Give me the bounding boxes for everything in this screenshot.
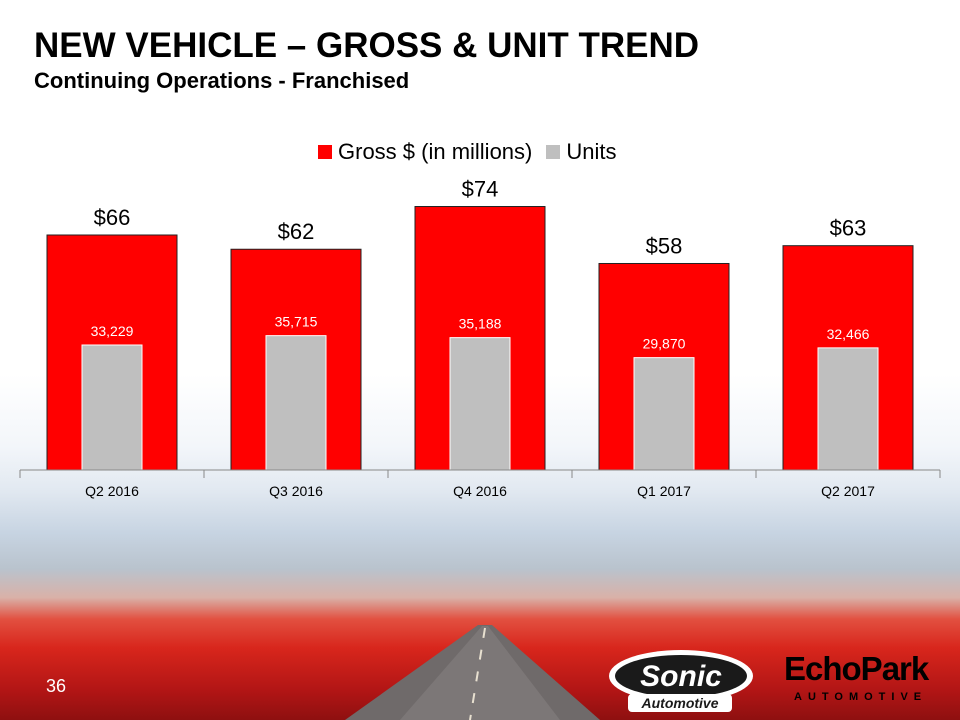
units-bar: [265, 335, 327, 471]
page-number: 36: [46, 676, 67, 696]
x-tick-label: Q3 2016: [269, 483, 323, 499]
gross-data-label: $74: [462, 177, 499, 202]
x-tick-label: Q4 2016: [453, 483, 507, 499]
x-tick-label: Q1 2017: [637, 483, 691, 499]
echopark-logo-subtext: AUTOMOTIVE: [794, 691, 927, 703]
echopark-logo: EchoPark AUTOMOTIVE: [784, 650, 931, 703]
units-data-label: 29,870: [643, 336, 686, 352]
gross-data-label: $66: [94, 205, 131, 230]
sonic-logo-text: Sonic: [640, 660, 722, 693]
gross-data-label: $63: [830, 216, 867, 241]
page-title: NEW VEHICLE – GROSS & UNIT TREND: [34, 26, 700, 65]
units-bar: [449, 337, 511, 471]
legend-item-units: Units: [546, 139, 617, 165]
units-data-label: 32,466: [827, 326, 870, 342]
units-bar: [817, 347, 879, 471]
legend-label-units: Units: [566, 139, 617, 164]
x-tick-label: Q2 2017: [821, 483, 875, 499]
legend-label-gross: Gross $ (in millions): [338, 139, 533, 164]
chart-legend: Gross $ (in millions) Units: [318, 139, 631, 165]
units-bar: [633, 357, 695, 471]
gross-data-label: $62: [278, 219, 315, 244]
legend-item-gross: Gross $ (in millions): [318, 139, 532, 165]
legend-swatch-gross: [318, 145, 332, 159]
echopark-logo-text: EchoPark: [784, 650, 930, 687]
gross-data-label: $58: [646, 233, 683, 258]
units-data-label: 35,715: [275, 314, 318, 330]
bar-chart: $66 33,229 Q2 2016 $62 35,715 Q3 2016 $74 35,18…: [19, 177, 941, 499]
units-data-label: 33,229: [91, 323, 134, 339]
sonic-automotive-logo: Sonic Automotive: [609, 650, 753, 712]
units-bar: [81, 344, 143, 471]
legend-swatch-units: [546, 145, 561, 159]
sonic-logo-subtext: Automotive: [641, 695, 719, 711]
x-tick-label: Q2 2016: [85, 483, 139, 499]
units-data-label: 35,188: [459, 316, 502, 332]
page-subtitle: Continuing Operations - Franchised: [34, 68, 410, 93]
